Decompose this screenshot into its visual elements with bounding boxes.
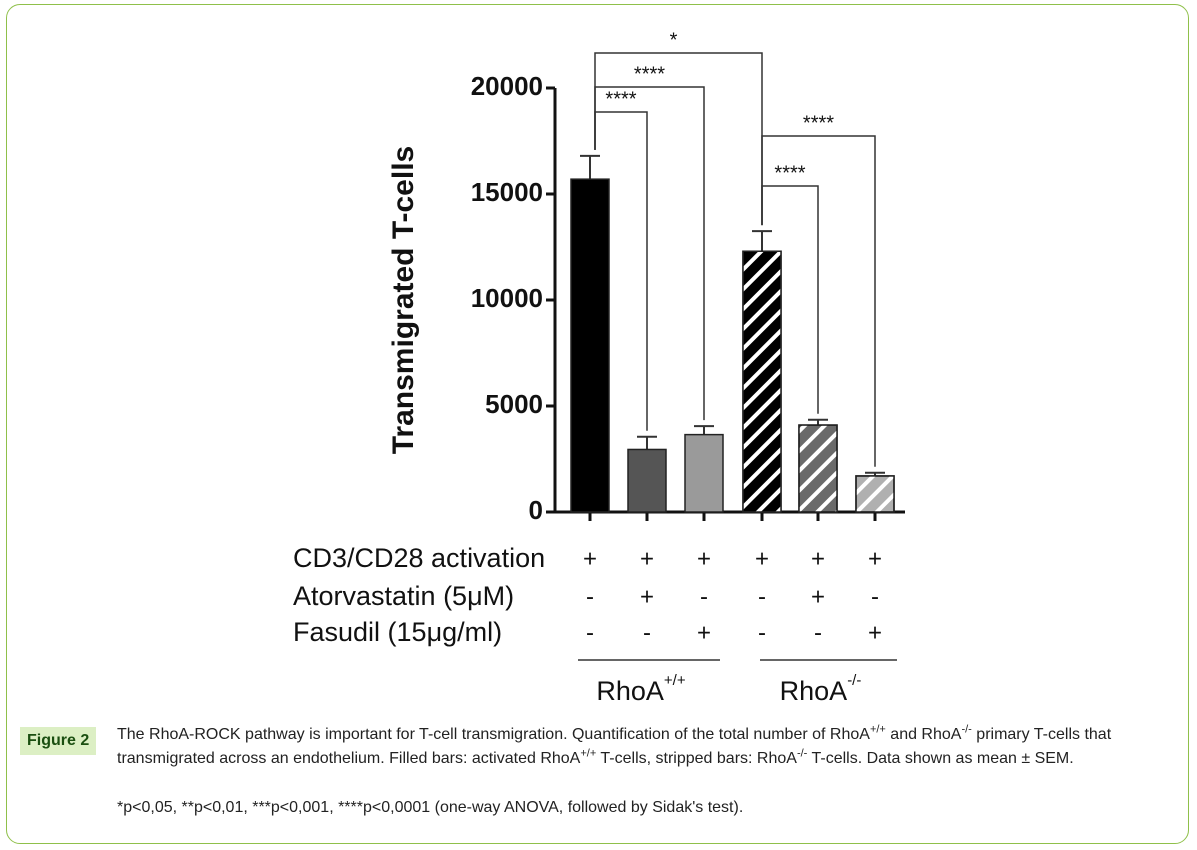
bar-hatch <box>798 424 838 513</box>
caption-text: and RhoA <box>885 726 962 743</box>
condition-symbol: - <box>758 583 766 610</box>
bar-hatch <box>742 250 782 513</box>
group-label: RhoA-/- <box>780 672 862 706</box>
condition-symbol: + <box>868 619 882 646</box>
group-sup: +/+ <box>664 672 686 689</box>
significance-label: * <box>670 29 678 51</box>
significance-label: **** <box>634 63 665 85</box>
condition-symbol: + <box>811 545 825 572</box>
condition-symbol: + <box>811 583 825 610</box>
significance-bracket <box>761 185 819 414</box>
condition-symbol: + <box>640 545 654 572</box>
caption-text: primary T-cells that transmigrated acros… <box>117 726 1112 767</box>
caption-superscript: -/- <box>796 747 808 760</box>
significance-bracket <box>594 86 705 421</box>
y-axis-title: Transmigrated T-cells <box>387 146 420 454</box>
caption-text: The RhoA-ROCK pathway is important for T… <box>117 726 870 743</box>
condition-symbol: + <box>755 545 769 572</box>
condition-symbol: + <box>583 545 597 572</box>
significance-label: **** <box>605 88 636 110</box>
bar <box>627 448 667 513</box>
y-tick-label: 10000 <box>471 283 543 313</box>
significance-bracket <box>761 135 876 467</box>
caption-text: T-cells, stripped bars: RhoA <box>596 750 797 767</box>
bar <box>684 433 724 513</box>
condition-symbol: - <box>586 619 594 646</box>
y-tick-label: 20000 <box>471 71 543 101</box>
figure-label: Figure 2 <box>20 727 97 755</box>
condition-symbol: - <box>643 619 651 646</box>
group-name: RhoA <box>780 676 848 706</box>
bar <box>570 178 610 513</box>
condition-label: Fasudil (15μg/ml) <box>293 617 502 647</box>
condition-symbol: + <box>868 545 882 572</box>
caption: The RhoA-ROCK pathway is important for T… <box>117 723 1183 771</box>
condition-label: Atorvastatin (5μM) <box>293 581 514 611</box>
condition-symbol: - <box>871 583 879 610</box>
condition-symbol: - <box>700 583 708 610</box>
caption-superscript: +/+ <box>869 723 886 736</box>
y-tick-label: 0 <box>529 495 543 525</box>
significance-bracket <box>594 111 648 431</box>
significance-label: **** <box>774 162 805 184</box>
significance-bracket <box>594 52 763 226</box>
group-label: RhoA+/+ <box>596 672 685 706</box>
condition-symbol: - <box>814 619 822 646</box>
significance-label: **** <box>803 112 834 134</box>
y-tick-label: 5000 <box>485 389 543 419</box>
caption-text: T-cells. Data shown as mean ± SEM. <box>807 750 1074 767</box>
caption-superscript: -/- <box>961 723 972 736</box>
group-name: RhoA <box>596 676 664 706</box>
caption-superscript: +/+ <box>580 747 597 760</box>
condition-symbol: + <box>697 619 711 646</box>
condition-symbol: - <box>586 583 594 610</box>
group-sup: -/- <box>847 672 861 689</box>
footnote: *p<0,05, **p<0,01, ***p<0,001, ****p<0,0… <box>117 799 744 816</box>
bar-hatch <box>855 475 895 513</box>
y-tick-label: 15000 <box>471 177 543 207</box>
condition-symbol: + <box>640 583 654 610</box>
frame <box>6 4 1189 844</box>
condition-symbol: - <box>758 619 766 646</box>
condition-symbol: + <box>697 545 711 572</box>
condition-label: CD3/CD28 activation <box>293 543 545 573</box>
